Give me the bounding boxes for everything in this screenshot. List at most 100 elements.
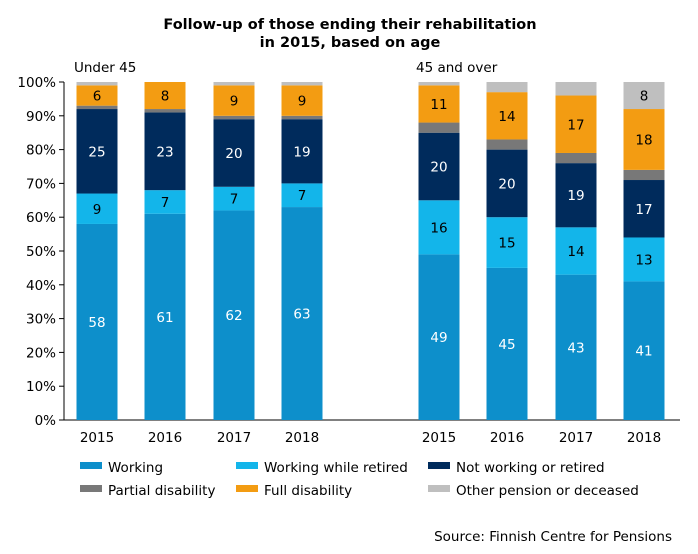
- bar-segment: [213, 85, 255, 116]
- data-labels: 58 9 25 6 61 7 23 8 62 7 20 9 63 7 19 9 49 16 20 11 45 15 20 14…: [88, 89, 652, 360]
- legend-label: Partial disability: [108, 483, 215, 499]
- data-label: 20: [430, 160, 447, 176]
- bar-segment: [144, 109, 186, 113]
- bar-segment: [281, 115, 323, 120]
- bar-segment: [213, 115, 255, 120]
- data-label: 19: [293, 144, 310, 160]
- data-label: 8: [161, 89, 170, 105]
- bar-segment: [144, 112, 186, 191]
- bar-segment: [144, 82, 186, 110]
- data-label: 14: [498, 109, 515, 125]
- bar-segment: [623, 281, 665, 420]
- data-label: 19: [567, 188, 584, 204]
- bar-segment: [76, 223, 118, 420]
- chart-title-line-2: in 2015, based on age: [260, 35, 441, 51]
- legend-label: Working: [108, 460, 163, 476]
- data-label: 9: [93, 202, 102, 218]
- bar-segment: [555, 152, 597, 164]
- data-label: 61: [156, 310, 173, 326]
- y-tick-label: 20%: [26, 345, 56, 361]
- data-label: 9: [230, 94, 239, 110]
- data-label: 63: [293, 307, 310, 323]
- y-tick-label: 90%: [26, 109, 56, 125]
- axes: 0% 10% 20% 30% 40% 50% 60% 70% 80% 90% 100% Under 4…: [17, 60, 680, 446]
- legend-swatch: [428, 462, 450, 469]
- y-tick-label: 0%: [35, 413, 57, 429]
- data-label: 17: [567, 117, 584, 133]
- bar-segment: [76, 85, 118, 106]
- group-label: 45 and over: [416, 60, 498, 76]
- bar-segment: [418, 85, 460, 123]
- x-tick-label: 2015: [422, 430, 456, 446]
- bar-segment: [76, 109, 118, 194]
- legend-swatch: [80, 485, 102, 492]
- bar-segment: [281, 207, 323, 420]
- bar-segment: [281, 119, 323, 184]
- y-tick-label: 80%: [26, 143, 56, 159]
- bar-segment: [486, 149, 528, 218]
- data-label: 20: [225, 146, 242, 162]
- group-label: Under 45: [74, 60, 136, 76]
- data-label: 7: [161, 195, 170, 211]
- x-tick-label: 2018: [285, 430, 319, 446]
- bar-segment: [418, 82, 460, 86]
- x-tick-label: 2017: [559, 430, 593, 446]
- legend-label: Full disability: [264, 483, 352, 499]
- data-label: 43: [567, 340, 584, 356]
- bar-segment: [76, 193, 118, 224]
- x-tick-label: 2015: [80, 430, 114, 446]
- bar-segment: [213, 82, 255, 86]
- legend-swatch: [236, 462, 258, 469]
- bar-segment: [623, 180, 665, 238]
- y-tick-label: 60%: [26, 210, 56, 226]
- data-label: 62: [225, 308, 242, 324]
- x-tick-label: 2016: [490, 430, 524, 446]
- legend-swatch: [236, 485, 258, 492]
- data-label: 20: [498, 176, 515, 192]
- bar-segment: [555, 274, 597, 420]
- legend-label: Not working or retired: [456, 460, 605, 476]
- data-label: 6: [93, 89, 102, 105]
- legend-label: Working while retired: [264, 460, 408, 476]
- bar-segment: [144, 190, 186, 214]
- data-label: 9: [298, 94, 307, 110]
- legend-label: Other pension or deceased: [456, 483, 639, 499]
- y-tick-label: 10%: [26, 379, 56, 395]
- bar-segment: [555, 82, 597, 96]
- chart-title-line-1: Follow-up of those ending their rehabili…: [163, 17, 536, 33]
- bar-segment: [213, 119, 255, 187]
- bar-segment: [418, 254, 460, 420]
- bar-segment: [418, 132, 460, 201]
- data-label: 13: [635, 252, 652, 268]
- bar-segment: [213, 186, 255, 211]
- y-tick-label: 50%: [26, 244, 56, 260]
- bar-segment: [418, 122, 460, 133]
- data-label: 11: [430, 97, 447, 113]
- bar-segment: [623, 169, 665, 181]
- bar-segment: [281, 85, 323, 116]
- bar-segment: [555, 163, 597, 228]
- data-label: 49: [430, 330, 447, 346]
- data-label: 23: [156, 144, 173, 160]
- bars: [76, 82, 665, 420]
- data-label: 7: [230, 192, 239, 208]
- bar-segment: [76, 82, 118, 86]
- bar-segment: [623, 109, 665, 170]
- bar-segment: [486, 267, 528, 420]
- bar-segment: [76, 105, 118, 110]
- data-label: 41: [635, 344, 652, 360]
- y-tick-label: 40%: [26, 278, 56, 294]
- y-tick-label: 100%: [17, 75, 56, 91]
- x-tick-label: 2017: [217, 430, 251, 446]
- bar-segment: [418, 200, 460, 255]
- legend-swatch: [80, 462, 102, 469]
- bar-segment: [623, 237, 665, 282]
- data-label: 25: [88, 144, 105, 160]
- data-label: 45: [498, 337, 515, 353]
- y-tick-label: 30%: [26, 312, 56, 328]
- bar-segment: [555, 227, 597, 275]
- data-label: 14: [567, 244, 584, 260]
- x-tick-label: 2016: [148, 430, 182, 446]
